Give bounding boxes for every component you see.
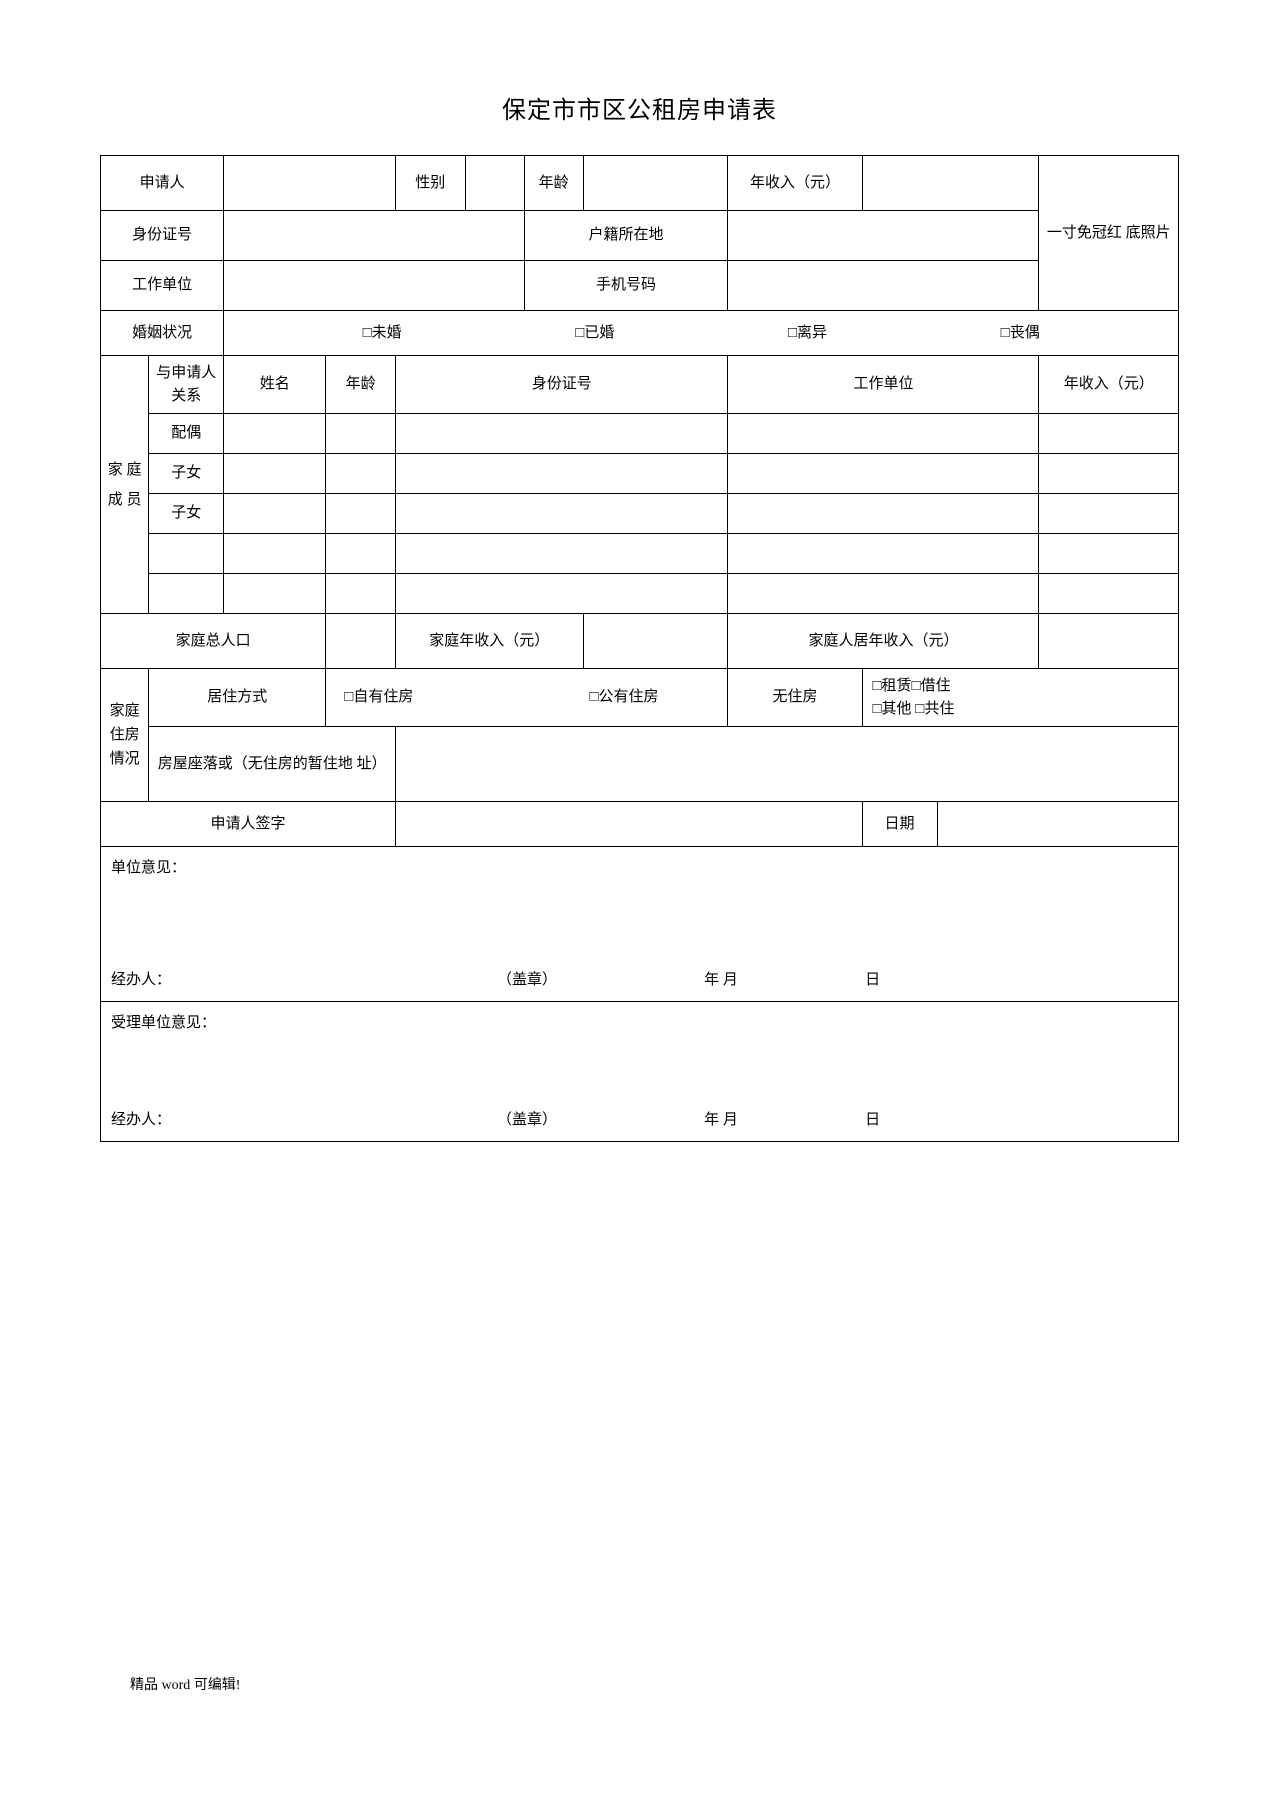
label-percapita: 家庭人居年收入（元） <box>728 614 1039 669</box>
application-form: 申请人 性别 年龄 年收入（元） 一寸免冠红 底照片 身份证号 户籍所在地 工作… <box>100 155 1179 1142</box>
input-child1-id[interactable] <box>395 454 727 494</box>
input-blank2-work[interactable] <box>728 574 1039 614</box>
opt-none[interactable]: 无住房 <box>728 669 862 727</box>
input-residence[interactable] <box>728 211 1039 261</box>
label-family: 家 庭 成 员 <box>101 356 149 614</box>
label-sign: 申请人签字 <box>101 802 396 847</box>
label-residence: 户籍所在地 <box>524 211 728 261</box>
input-child2-income[interactable] <box>1039 494 1179 534</box>
input-spouse-income[interactable] <box>1039 414 1179 454</box>
input-child1-work[interactable] <box>728 454 1039 494</box>
accept-opinion[interactable]: 受理单位意见： 经办人： （盖章） 年 月 日 <box>101 1002 1179 1142</box>
label-date: 日期 <box>862 802 937 847</box>
housing-opts2[interactable]: □租赁□借住 □其他 □共住 <box>862 669 1179 727</box>
input-child2-id[interactable] <box>395 494 727 534</box>
input-applicant[interactable] <box>224 156 396 211</box>
label-fage: 年龄 <box>326 356 396 414</box>
label-id: 身份证号 <box>101 211 224 261</box>
opt-other[interactable]: □其他 □共住 <box>873 698 1177 721</box>
label-child1: 子女 <box>149 454 224 494</box>
opt-public[interactable]: □公有住房 <box>529 686 720 709</box>
opt-married[interactable]: □已婚 <box>490 322 699 345</box>
opt-widowed[interactable]: □丧偶 <box>916 322 1125 345</box>
label-applicant: 申请人 <box>101 156 224 211</box>
input-spouse-work[interactable] <box>728 414 1039 454</box>
label-spouse: 配偶 <box>149 414 224 454</box>
input-totincome[interactable] <box>583 614 728 669</box>
label-pop: 家庭总人口 <box>101 614 326 669</box>
input-work[interactable] <box>224 261 524 311</box>
opt-own[interactable]: □自有住房 <box>334 686 525 709</box>
label-age: 年龄 <box>524 156 583 211</box>
label-housing: 家庭住房情况 <box>101 669 149 802</box>
photo-box: 一寸免冠红 底照片 <box>1039 156 1179 311</box>
input-blank1-income[interactable] <box>1039 534 1179 574</box>
housing-opts1[interactable]: □自有住房 □公有住房 <box>326 669 728 727</box>
label-fwork: 工作单位 <box>728 356 1039 414</box>
opinion1-ym: 年 月 <box>626 969 816 992</box>
input-date[interactable] <box>937 802 1178 847</box>
input-spouse-name[interactable] <box>224 414 326 454</box>
input-blank1-age[interactable] <box>326 534 396 574</box>
label-marital: 婚姻状况 <box>101 311 224 356</box>
input-blank2-id[interactable] <box>395 574 727 614</box>
input-child2-age[interactable] <box>326 494 396 534</box>
opinion1-d: 日 <box>820 969 926 992</box>
input-pop[interactable] <box>326 614 396 669</box>
input-gender[interactable] <box>465 156 524 211</box>
input-income[interactable] <box>862 156 1039 211</box>
input-sign[interactable] <box>395 802 862 847</box>
label-method: 居住方式 <box>149 669 326 727</box>
input-phone[interactable] <box>728 261 1039 311</box>
opt-unmarried[interactable]: □未婚 <box>278 322 487 345</box>
input-spouse-age[interactable] <box>326 414 396 454</box>
label-fname: 姓名 <box>224 356 326 414</box>
opinion2-title: 受理单位意见： <box>111 1012 1168 1035</box>
label-fid: 身份证号 <box>395 356 727 414</box>
label-gender: 性别 <box>395 156 465 211</box>
unit-opinion[interactable]: 单位意见： 经办人： （盖章） 年 月 日 <box>101 847 1179 1002</box>
input-address[interactable] <box>395 727 1178 802</box>
input-blank1-rel[interactable] <box>149 534 224 574</box>
input-blank2-income[interactable] <box>1039 574 1179 614</box>
input-blank1-id[interactable] <box>395 534 727 574</box>
input-percapita[interactable] <box>1039 614 1179 669</box>
opinion2-d: 日 <box>820 1109 926 1132</box>
input-child2-name[interactable] <box>224 494 326 534</box>
input-child1-name[interactable] <box>224 454 326 494</box>
input-child2-work[interactable] <box>728 494 1039 534</box>
input-child1-income[interactable] <box>1039 454 1179 494</box>
opt-divorced[interactable]: □离异 <box>703 322 912 345</box>
form-title: 保定市市区公租房申请表 <box>100 90 1179 125</box>
input-child1-age[interactable] <box>326 454 396 494</box>
label-phone: 手机号码 <box>524 261 728 311</box>
opinion1-stamp: （盖章） <box>432 969 622 992</box>
input-age[interactable] <box>583 156 728 211</box>
page-footer: 精品 word 可编辑! <box>130 1674 240 1694</box>
opinion2-handler: 经办人： <box>111 1109 428 1132</box>
opinion2-stamp: （盖章） <box>432 1109 622 1132</box>
label-child2: 子女 <box>149 494 224 534</box>
opinion1-title: 单位意见： <box>111 857 1168 880</box>
opinion2-ym: 年 月 <box>626 1109 816 1132</box>
input-spouse-id[interactable] <box>395 414 727 454</box>
label-relation: 与申请人关系 <box>149 356 224 414</box>
input-id[interactable] <box>224 211 524 261</box>
label-totincome: 家庭年收入（元） <box>395 614 583 669</box>
input-blank1-name[interactable] <box>224 534 326 574</box>
input-blank2-name[interactable] <box>224 574 326 614</box>
label-income: 年收入（元） <box>728 156 862 211</box>
input-blank2-age[interactable] <box>326 574 396 614</box>
marital-options[interactable]: □未婚 □已婚 □离异 □丧偶 <box>224 311 1179 356</box>
opinion1-handler: 经办人： <box>111 969 428 992</box>
input-blank1-work[interactable] <box>728 534 1039 574</box>
opt-rent[interactable]: □租赁□借住 <box>873 675 1177 698</box>
label-fincome: 年收入（元） <box>1039 356 1179 414</box>
label-work: 工作单位 <box>101 261 224 311</box>
label-address: 房屋座落或（无住房的暂住地 址） <box>149 727 396 802</box>
input-blank2-rel[interactable] <box>149 574 224 614</box>
